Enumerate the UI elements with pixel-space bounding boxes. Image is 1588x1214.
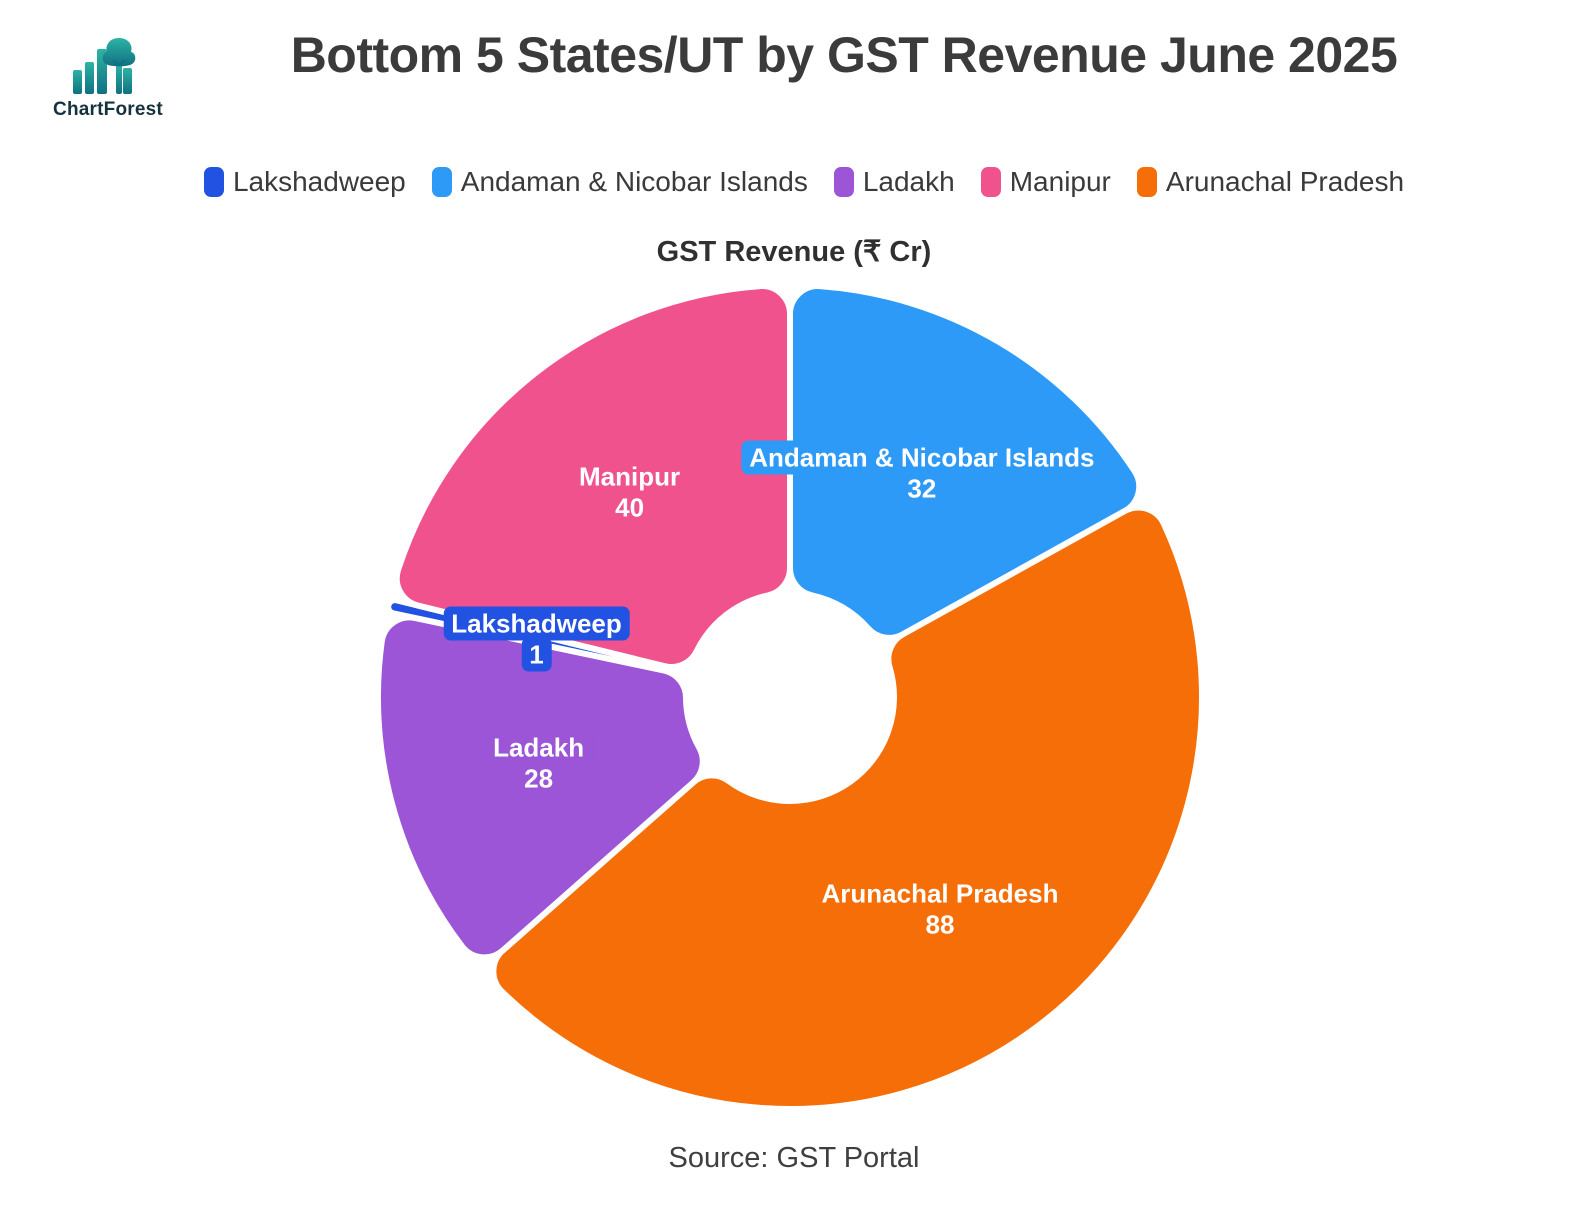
- legend-swatch-arunachal-pradesh: [1136, 167, 1157, 197]
- legend-label: Arunachal Pradesh: [1165, 166, 1405, 197]
- pie-slice-manipur[interactable]: [393, 283, 793, 670]
- legend-swatch-manipur: [980, 167, 1001, 197]
- legend-swatch-ladakh: [833, 167, 854, 197]
- legend-item-arunachal-pradesh[interactable]: Arunachal Pradesh: [1136, 166, 1405, 198]
- legend-label: Lakshadweep: [232, 166, 406, 197]
- legend-label: Manipur: [1009, 166, 1111, 197]
- chart-subtitle: GST Revenue (₹ Cr): [656, 236, 932, 268]
- chartforest-logo: ChartForest: [40, 36, 176, 121]
- chartforest-logo-icon: [73, 38, 136, 94]
- chart-legend: Lakshadweep Andaman & Nicobar Islands Lada…: [20, 166, 1588, 198]
- legend-swatch-lakshadweep: [203, 167, 224, 197]
- legend-swatch-andaman-nicobar-islands: [431, 167, 452, 197]
- legend-label: Andaman & Nicobar Islands: [460, 166, 808, 197]
- source-caption: Source: GST Portal: [668, 1142, 920, 1174]
- legend-item-manipur[interactable]: Manipur: [980, 166, 1111, 198]
- legend-item-andaman-nicobar-islands[interactable]: Andaman & Nicobar Islands: [431, 166, 808, 198]
- legend-item-lakshadweep[interactable]: Lakshadweep: [203, 166, 406, 198]
- logo-text: ChartForest: [53, 99, 163, 120]
- legend-item-ladakh[interactable]: Ladakh: [833, 166, 955, 198]
- page-title: Bottom 5 States/UT by GST Revenue June 2…: [290, 27, 1398, 83]
- pie-slice-arunachal-pradesh[interactable]: [490, 504, 1205, 1112]
- legend-label: Ladakh: [862, 166, 955, 197]
